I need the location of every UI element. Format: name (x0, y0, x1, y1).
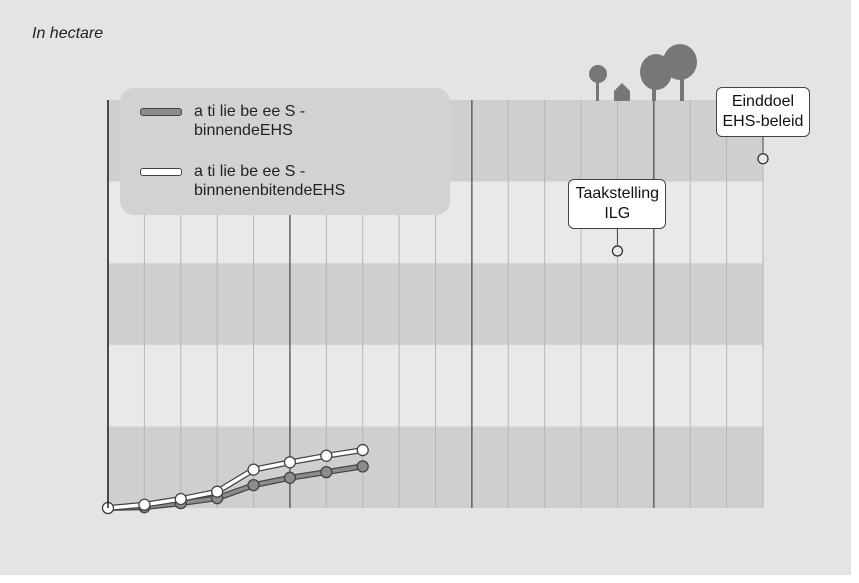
chart-title: In hectare (32, 25, 103, 42)
legend-label: a ti lie be ee S - binnenenbitendeEHS (194, 163, 346, 199)
legend-label: a ti lie be ee S - binnendeEHS (194, 103, 306, 139)
target-point (611, 245, 624, 257)
target-point (757, 153, 769, 165)
point (174, 492, 187, 506)
trees-icon (589, 44, 697, 101)
legend: a ti lie be ee S - binnendeEHS a ti lie b… (120, 88, 450, 215)
legend-swatch (140, 168, 182, 176)
point (320, 465, 333, 479)
point (138, 498, 151, 511)
point (283, 471, 297, 484)
point (356, 460, 369, 473)
callout: Taakstelling ILG (568, 178, 667, 229)
legend-swatch (140, 108, 182, 116)
point (356, 443, 369, 457)
point (320, 449, 333, 462)
callout: Einddoel EHS-beleid (715, 86, 811, 137)
point (211, 485, 224, 498)
point (283, 456, 297, 469)
point (247, 463, 260, 476)
point (247, 479, 260, 492)
